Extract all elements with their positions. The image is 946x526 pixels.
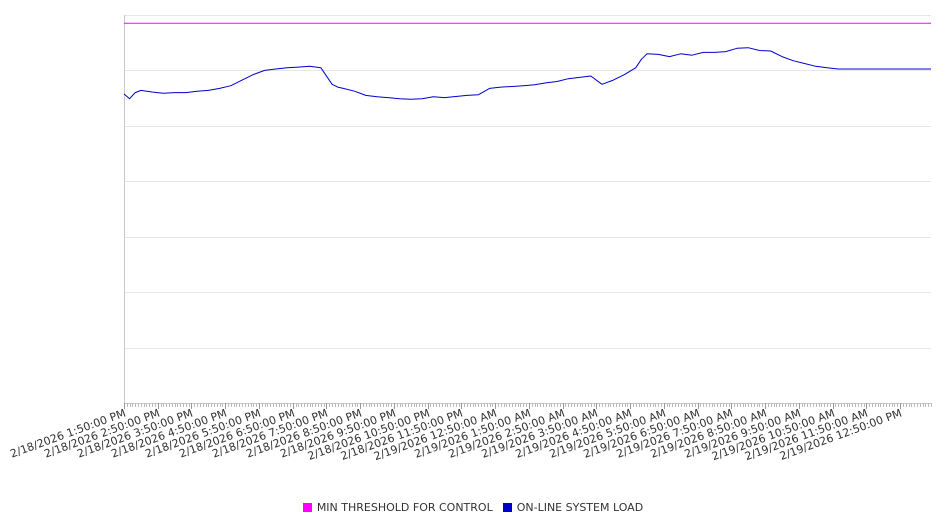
legend-swatch-threshold <box>302 502 312 512</box>
legend-item-threshold: MIN THRESHOLD FOR CONTROL <box>302 500 493 514</box>
legend: MIN THRESHOLD FOR CONTROL ON-LINE SYSTEM… <box>0 498 946 516</box>
legend-label-threshold: MIN THRESHOLD FOR CONTROL <box>316 500 493 514</box>
series-lines <box>123 22 931 100</box>
legend-item-load: ON-LINE SYSTEM LOAD <box>502 500 644 514</box>
x-ticks <box>124 403 932 409</box>
x-tick-labels: 2/18/2026 1:50:00 PM2/18/2026 2:50:00 PM… <box>8 407 903 464</box>
y-gridlines <box>124 15 931 349</box>
axes <box>124 15 931 404</box>
system-load-line <box>123 47 931 100</box>
legend-swatch-load <box>502 502 512 512</box>
legend-label-load: ON-LINE SYSTEM LOAD <box>516 500 644 514</box>
